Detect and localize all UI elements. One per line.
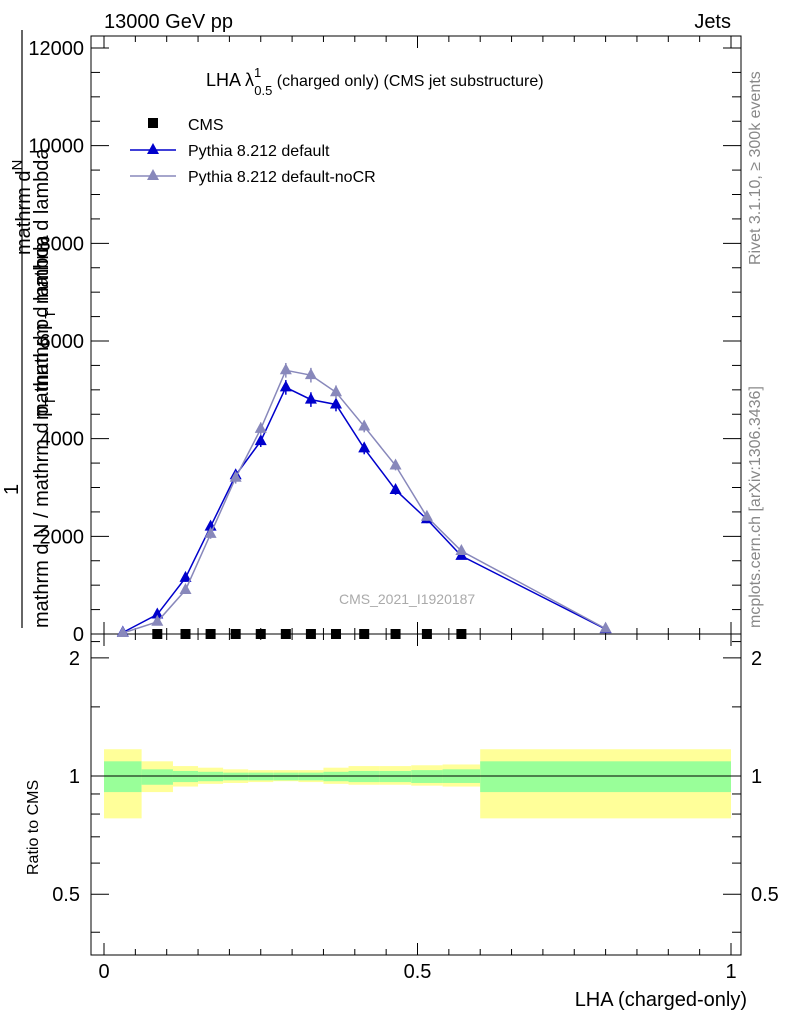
ytick-label: 0 xyxy=(73,624,84,646)
ratio-band-inner xyxy=(348,770,380,783)
ratio-band-inner xyxy=(379,770,412,783)
data-point xyxy=(152,629,163,639)
ratio-ytick-label-right: 1 xyxy=(751,766,762,788)
data-point xyxy=(359,629,370,639)
legend: CMS Pythia 8.212 default Pythia 8.212 de… xyxy=(130,117,376,186)
data-point xyxy=(230,629,241,639)
legend-pythia-nocr-label: Pythia 8.212 default-noCR xyxy=(188,169,376,186)
ratio-bands xyxy=(104,749,731,819)
data-point xyxy=(456,629,467,639)
ratio-band-inner xyxy=(104,761,142,793)
data-point xyxy=(205,629,216,639)
ylabel-numerator: mathrm dN xyxy=(9,160,35,255)
data-point xyxy=(255,629,266,639)
data-point xyxy=(420,509,433,521)
header-energy-label: 13000 GeV pp xyxy=(104,11,233,33)
series-0 xyxy=(152,629,467,639)
ratio-band-inner xyxy=(141,769,173,785)
ratio-band-inner xyxy=(480,761,731,793)
ratio-ytick-label-right: 0.5 xyxy=(751,884,779,906)
data-point xyxy=(389,482,402,494)
data-point xyxy=(304,368,317,380)
data-point xyxy=(280,629,291,639)
analysis-watermark: CMS_2021_I1920187 xyxy=(339,591,475,607)
data-point xyxy=(358,419,371,431)
ratio-plot-frame xyxy=(90,633,742,956)
series-line xyxy=(122,369,606,634)
ytick-label: 4000 xyxy=(40,429,85,451)
data-point xyxy=(116,626,129,638)
data-point xyxy=(179,570,192,582)
legend-pythia-nocr-marker xyxy=(147,169,159,180)
ytick-label: 10000 xyxy=(28,136,84,158)
ratio-ytick-label-left: 0.5 xyxy=(52,884,80,906)
data-point xyxy=(599,621,612,633)
xtick-label: 0 xyxy=(98,961,109,983)
ytick-label: 6000 xyxy=(40,331,85,353)
legend-cms-marker xyxy=(148,118,158,128)
series-layer xyxy=(116,362,612,639)
data-point xyxy=(358,441,371,453)
xtick-label: 0.5 xyxy=(404,961,432,983)
ratio-band-inner xyxy=(411,770,443,783)
ratio-ytick-label-right: 2 xyxy=(751,648,762,670)
series-line xyxy=(122,386,606,634)
data-point xyxy=(390,629,401,639)
data-point xyxy=(254,421,267,433)
data-point xyxy=(279,363,292,375)
ratio-ytick-label-left: 1 xyxy=(69,766,80,788)
rivet-version-label: Rivet 3.1.10, ≥ 300k events xyxy=(747,71,764,265)
ylabel-denominator: mathrm d pT mathrm d lambda xyxy=(31,148,59,420)
mcplots-label: mcplots.cern.ch [arXiv:1306.3436] xyxy=(747,386,764,628)
data-point xyxy=(180,629,191,639)
data-point xyxy=(179,583,192,595)
data-point xyxy=(229,470,242,482)
main-axis-ticks: 0 2000 4000 6000 8000 10000 12000 xyxy=(28,36,741,646)
ytick-label: 8000 xyxy=(40,233,85,255)
data-point xyxy=(304,392,317,404)
ytick-label: 2000 xyxy=(40,526,85,548)
data-point xyxy=(455,543,468,555)
data-point xyxy=(389,458,402,470)
ytick-label: 12000 xyxy=(28,38,84,60)
data-point xyxy=(330,629,341,639)
series-2 xyxy=(116,362,612,638)
xlabel: LHA (charged-only) xyxy=(575,989,747,1011)
header-jets-label: Jets xyxy=(694,11,731,33)
data-point xyxy=(254,434,267,446)
data-point xyxy=(151,614,164,626)
data-point xyxy=(151,607,164,619)
legend-pythia-default-marker xyxy=(147,143,159,154)
data-point xyxy=(421,629,432,639)
ylabel-one: 1 xyxy=(1,484,23,495)
legend-cms-label: CMS xyxy=(188,117,224,134)
ratio-band-inner xyxy=(172,770,199,783)
data-point xyxy=(279,380,292,392)
data-point xyxy=(329,397,342,409)
main-ylabel: 1 mathrm dN mathrm d N / mathrm d pT mat… xyxy=(1,30,59,628)
plot-title: LHA λ1 0.5 (charged only) (CMS jet substr… xyxy=(206,65,544,98)
data-point xyxy=(305,629,316,639)
legend-pythia-default-label: Pythia 8.212 default xyxy=(188,143,330,160)
data-point xyxy=(329,385,342,397)
xtick-label: 1 xyxy=(725,961,736,983)
ratio-axis-ticks: 0.5 0.5 1 1 2 2 0 0.5 1 xyxy=(52,634,779,983)
ylabel-denominator-full: mathrm d N / mathrm d pT mathrm d lambda xyxy=(31,234,59,628)
ratio-ytick-label-left: 2 xyxy=(69,648,80,670)
data-point xyxy=(204,526,217,538)
ratio-ylabel: Ratio to CMS xyxy=(25,780,42,875)
